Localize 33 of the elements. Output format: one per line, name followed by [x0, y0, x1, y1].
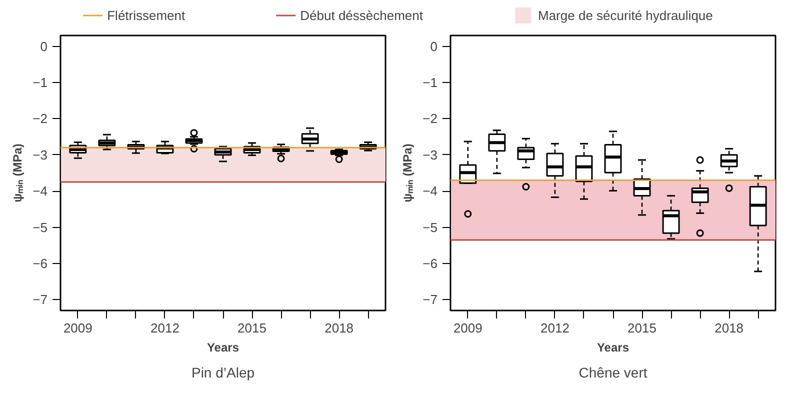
x-tick-label: 2009 [63, 320, 92, 336]
y-axis-title: ψₘᵢₙ (MPa) [400, 144, 415, 202]
y-tick-label: −7 [422, 292, 438, 308]
x-axis-title: Years [206, 340, 240, 354]
x-tick-label: 2018 [714, 320, 744, 336]
legend-label: Début déssèchement [300, 8, 423, 22]
y-tick-label: −1 [32, 75, 48, 90]
x-tick-label: 2015 [628, 320, 656, 336]
y-tick-label: −4 [422, 184, 438, 199]
y-tick-label: −1 [422, 75, 438, 90]
x-tick-label: 2012 [540, 320, 570, 336]
legend-label: Marge de sécurité hydraulique [538, 8, 713, 22]
x-axis-title: Years [596, 340, 630, 354]
x-tick-label: 2018 [324, 320, 354, 336]
y-tick-label: −2 [32, 111, 48, 126]
y-tick-label: −5 [32, 220, 48, 235]
y-tick-label: −3 [32, 147, 48, 162]
x-tick-label: 2015 [238, 320, 266, 336]
legend-label: Flétrissement [107, 8, 186, 22]
y-axis-title: ψₘᵢₙ (MPa) [10, 144, 25, 202]
y-tick-label: −3 [422, 147, 438, 162]
y-tick-label: −2 [422, 111, 438, 126]
text: Chêne vert [578, 364, 648, 380]
y-tick-label: 0 [430, 38, 438, 54]
x-tick-label: 2012 [150, 320, 180, 336]
y-tick-label: −6 [422, 256, 438, 271]
y-tick-label: −6 [32, 256, 48, 271]
y-tick-label: −4 [32, 184, 48, 199]
text: Pin d’Alep [191, 364, 255, 380]
y-tick-label: −7 [32, 292, 48, 308]
y-tick-label: 0 [40, 38, 48, 54]
y-tick-label: −5 [422, 220, 438, 235]
x-tick-label: 2009 [453, 320, 482, 336]
